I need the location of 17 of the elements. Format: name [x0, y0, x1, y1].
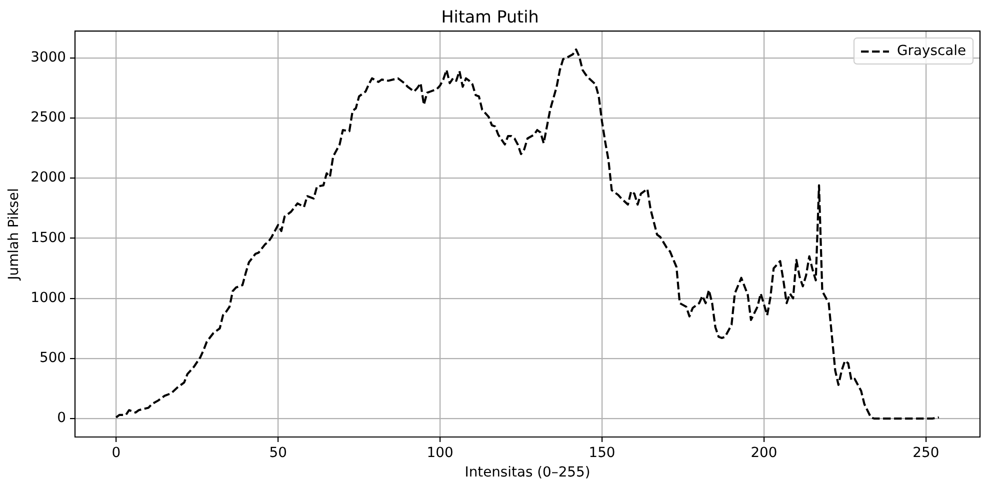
- y-tick-label: 500: [39, 350, 66, 366]
- y-axis-title: Jumlah Piksel: [6, 188, 22, 281]
- y-tick-label: 2500: [30, 110, 66, 126]
- chart-title: Hitam Putih: [441, 6, 539, 26]
- legend-label: Grayscale: [897, 43, 966, 60]
- x-tick-label: 50: [269, 444, 287, 461]
- y-tick-label: 2000: [30, 170, 66, 186]
- y-tick-label: 0: [57, 410, 66, 426]
- y-tick-label: 1000: [30, 290, 66, 306]
- y-tick-label: 3000: [30, 50, 66, 66]
- x-tick-label: 250: [912, 444, 940, 461]
- x-tick-label: 150: [588, 444, 616, 461]
- x-tick-label: 200: [750, 444, 778, 461]
- y-tick-label: 1500: [30, 230, 66, 246]
- x-axis-title: Intensitas (0–255): [464, 464, 590, 480]
- x-tick-label: 100: [426, 444, 454, 461]
- x-tick-label: 0: [112, 444, 121, 461]
